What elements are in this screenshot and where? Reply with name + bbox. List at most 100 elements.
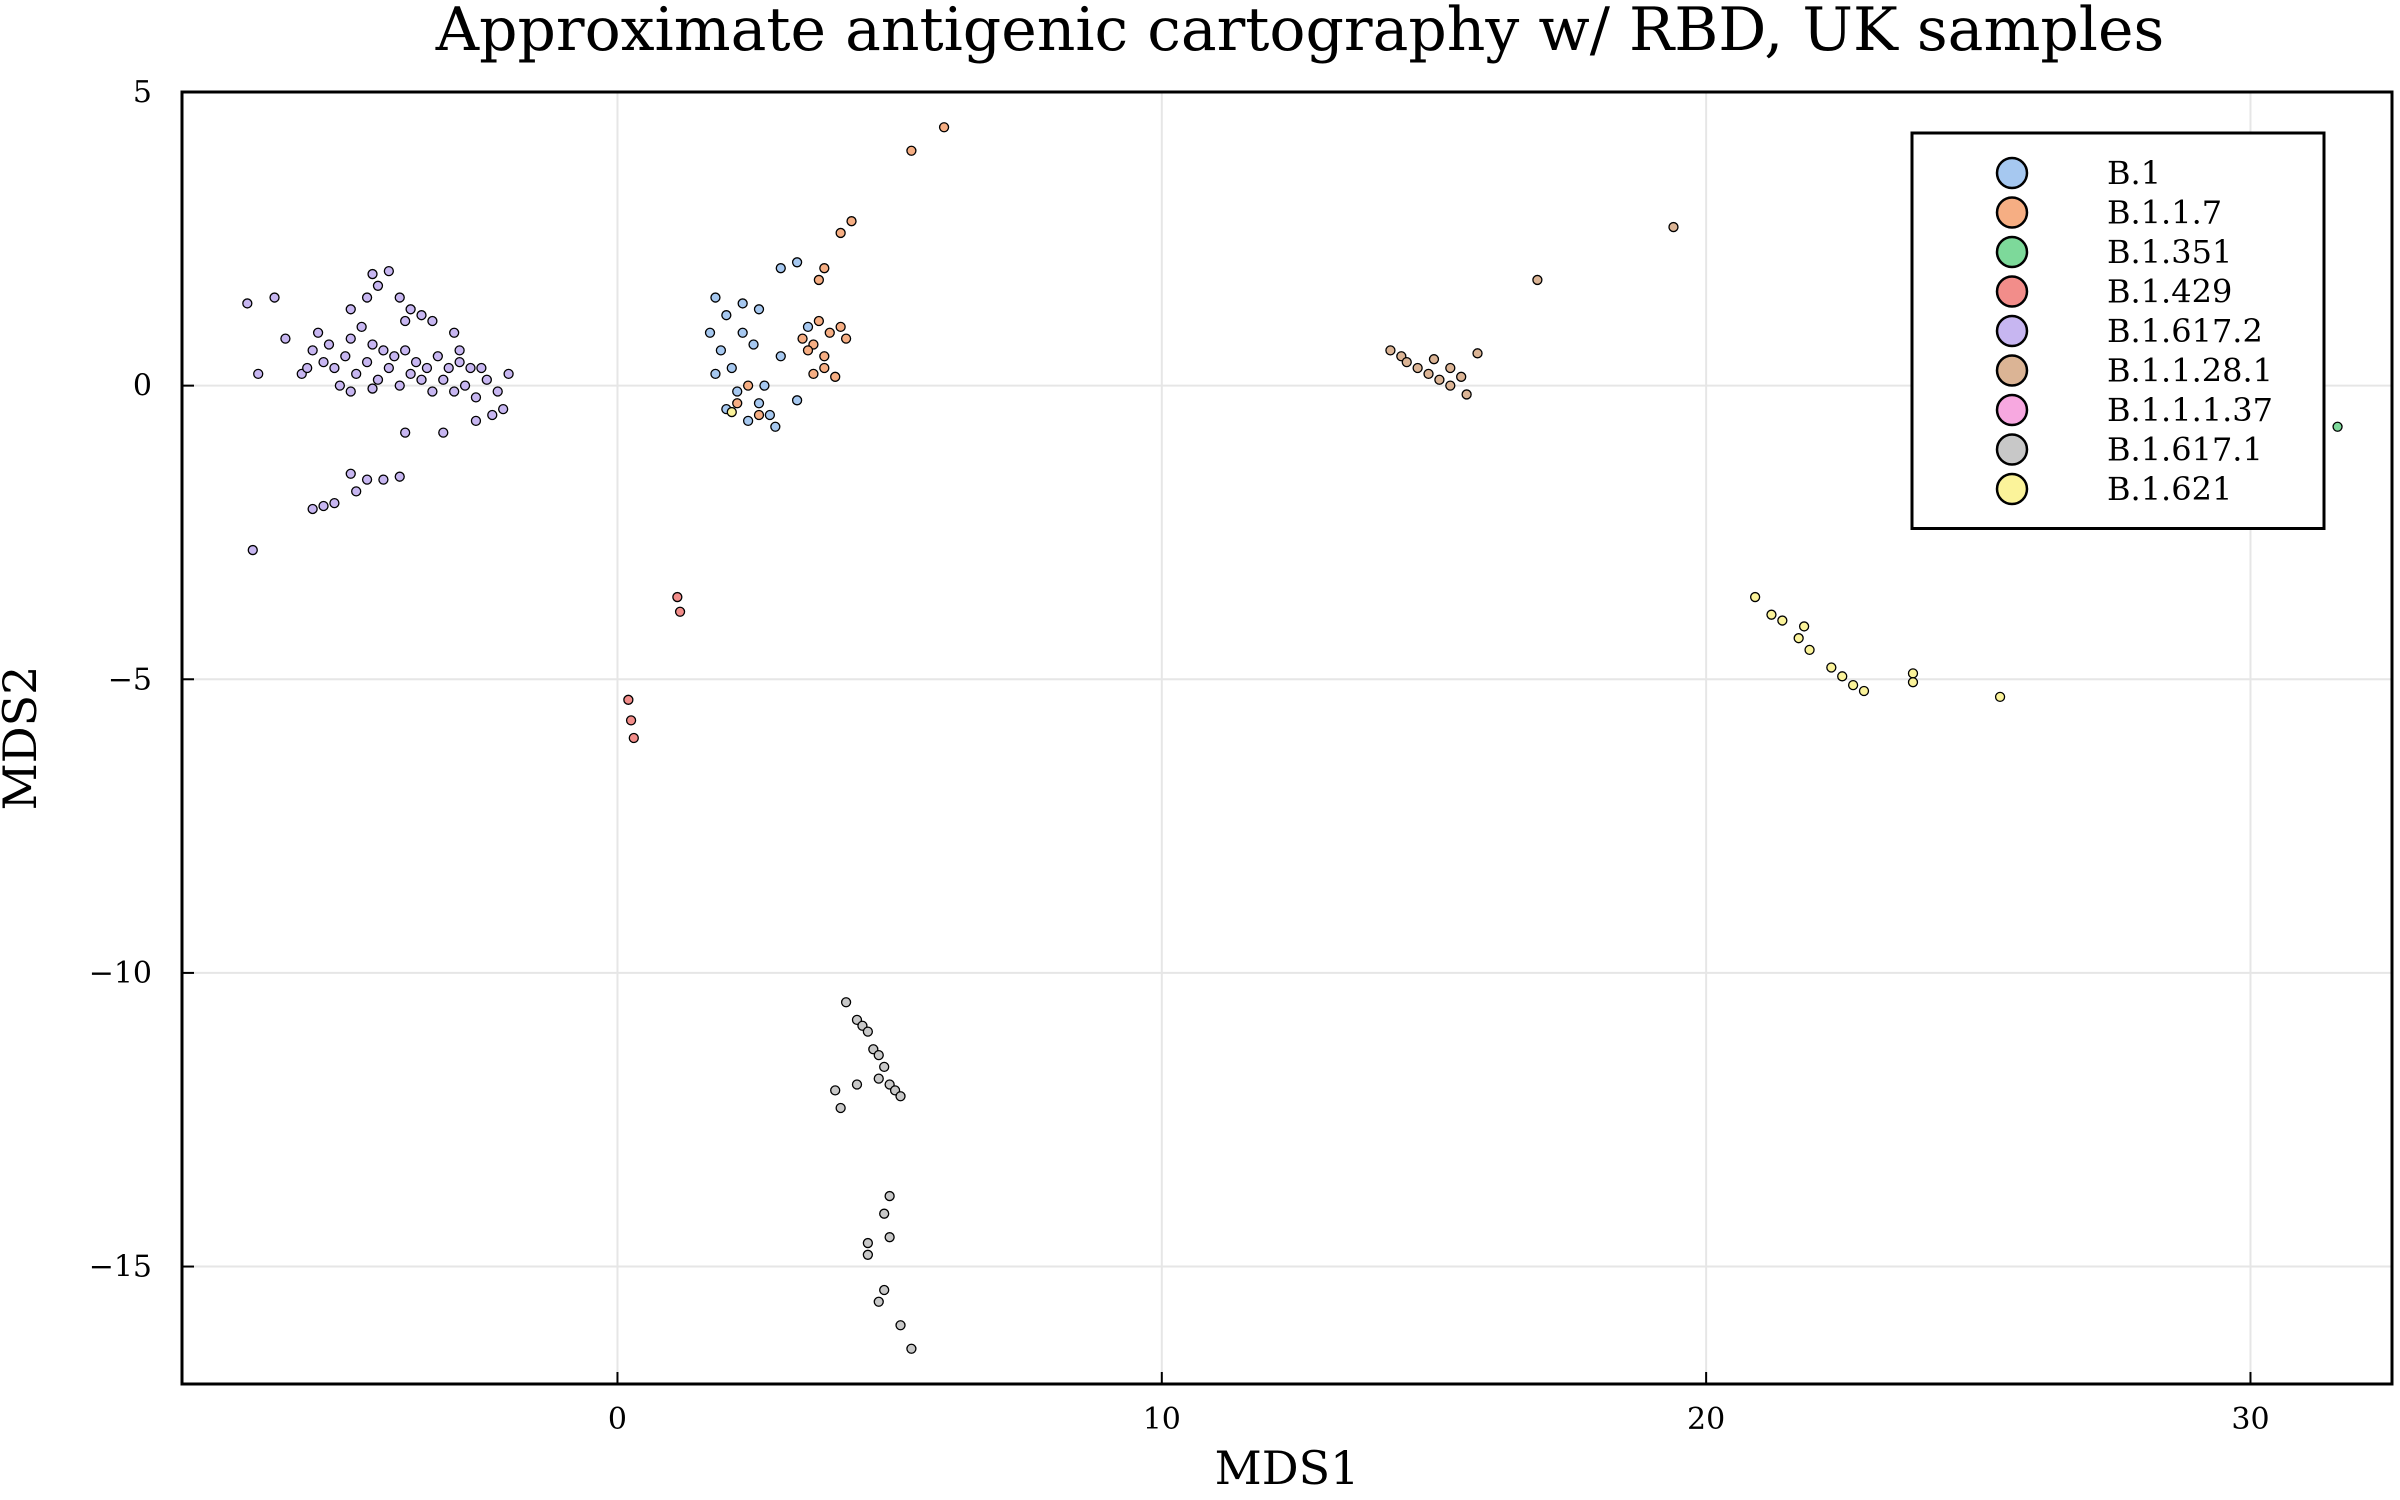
legend-label-b-1-1-28-1: B.1.1.28.1 bbox=[2107, 352, 2273, 390]
point-b-1-617-2 bbox=[487, 409, 498, 421]
point-b-1-1-7 bbox=[846, 216, 857, 227]
point-b-1-621 bbox=[1749, 591, 1761, 603]
point-b-1-617-1 bbox=[873, 1049, 884, 1061]
legend-marker-b-1-617-1 bbox=[1995, 433, 2029, 466]
point-b-1-617-2 bbox=[307, 503, 318, 515]
scatter-points bbox=[242, 122, 2343, 1354]
point-b-1-617-2 bbox=[492, 386, 503, 397]
point-b-1-617-2 bbox=[312, 327, 324, 338]
point-b-1-617-2 bbox=[280, 333, 291, 344]
point-b-1-1-28-1 bbox=[1461, 389, 1472, 400]
y-axis-title: MDS2 bbox=[0, 666, 47, 811]
point-b-1-617-2 bbox=[454, 345, 465, 356]
point-b-1-617-1 bbox=[895, 1091, 906, 1102]
point-b-1-617-2 bbox=[356, 321, 367, 333]
point-b-1 bbox=[737, 327, 748, 338]
legend-label-b-1-351: B.1.351 bbox=[2107, 233, 2232, 271]
point-b-1 bbox=[753, 398, 765, 409]
point-b-1-617-1 bbox=[851, 1079, 863, 1090]
point-b-1-617-2 bbox=[247, 544, 258, 556]
point-b-1-1-28-1 bbox=[1412, 362, 1423, 374]
point-b-1-617-2 bbox=[302, 362, 313, 374]
point-b-1-1-7 bbox=[819, 263, 830, 274]
point-b-1-617-2 bbox=[318, 356, 329, 368]
y-tick-label: 0 bbox=[133, 369, 152, 404]
point-b-1-617-2 bbox=[318, 500, 329, 512]
point-b-1-621 bbox=[1907, 668, 1919, 679]
point-b-1-617-1 bbox=[862, 1026, 874, 1037]
point-b-1-617-2 bbox=[416, 310, 427, 321]
point-b-1 bbox=[791, 257, 803, 268]
point-b-1-617-2 bbox=[242, 298, 253, 309]
point-b-1-617-1 bbox=[835, 1102, 846, 1114]
point-b-1-617-1 bbox=[895, 1320, 906, 1331]
point-b-1-1-7 bbox=[813, 274, 825, 286]
point-b-1-1-7 bbox=[797, 333, 808, 344]
point-b-1-617-2 bbox=[470, 392, 482, 403]
point-b-1-617-2 bbox=[378, 345, 389, 356]
point-b-1-617-2 bbox=[389, 351, 400, 362]
point-b-1-617-2 bbox=[345, 304, 356, 315]
legend-marker-b-1-1-1-37 bbox=[1995, 393, 2029, 427]
point-b-1-617-2 bbox=[383, 362, 394, 374]
point-b-1-617-2 bbox=[400, 315, 411, 327]
point-b-1-1-7 bbox=[813, 315, 825, 327]
legend-label-b-1-617-2: B.1.617.2 bbox=[2107, 312, 2263, 350]
legend-marker-b-1-1-7 bbox=[1995, 196, 2029, 229]
point-b-1-1-7 bbox=[802, 345, 814, 356]
point-b-1-617-1 bbox=[840, 997, 852, 1008]
point-b-1-1-28-1 bbox=[1445, 362, 1456, 374]
point-b-1-617-2 bbox=[383, 265, 394, 277]
point-b-1-621 bbox=[1837, 671, 1848, 682]
point-b-1-621 bbox=[1826, 662, 1837, 673]
point-b-1-617-2 bbox=[421, 362, 433, 374]
point-b-1-1-28-1 bbox=[1472, 348, 1483, 359]
point-b-1-429 bbox=[623, 694, 634, 705]
point-b-1-617-2 bbox=[378, 474, 389, 485]
point-b-1-1-7 bbox=[824, 327, 835, 338]
legend: B.1B.1.1.7B.1.351B.1.429B.1.617.2B.1.1.2… bbox=[1910, 131, 2326, 530]
point-b-1 bbox=[721, 310, 732, 321]
point-b-1-617-2 bbox=[345, 333, 356, 344]
x-tick-label: 20 bbox=[1687, 1402, 1725, 1437]
legend-label-b-1-1-1-37: B.1.1.1.37 bbox=[2107, 391, 2273, 429]
point-b-1 bbox=[759, 380, 770, 391]
point-b-1-617-2 bbox=[438, 427, 449, 438]
point-b-1-617-2 bbox=[427, 386, 438, 397]
x-tick-label: 10 bbox=[1143, 1402, 1181, 1437]
point-b-1-621 bbox=[1994, 691, 2006, 703]
point-b-1 bbox=[775, 263, 786, 274]
point-b-1-617-2 bbox=[307, 345, 318, 356]
axis-ticks: 0 10 20 30 5 0 −5 −10 −15 bbox=[89, 75, 2270, 1437]
point-b-1-621 bbox=[726, 406, 737, 418]
point-b-1 bbox=[737, 298, 748, 309]
x-tick-label: 0 bbox=[608, 1402, 627, 1437]
point-b-1-1-28-1 bbox=[1385, 345, 1396, 356]
point-b-1-621 bbox=[1858, 685, 1870, 697]
point-b-1 bbox=[802, 321, 814, 333]
point-b-1-617-2 bbox=[334, 380, 346, 391]
point-b-1-617-2 bbox=[367, 268, 378, 280]
point-b-1-617-1 bbox=[884, 1190, 895, 1202]
point-b-1-617-2 bbox=[361, 474, 373, 485]
point-b-1-1-7 bbox=[753, 409, 765, 421]
legend-marker-b-1-617-2 bbox=[1995, 314, 2029, 348]
point-b-1-617-1 bbox=[879, 1208, 890, 1219]
point-b-1-617-1 bbox=[873, 1073, 884, 1084]
point-b-1-621 bbox=[1847, 679, 1859, 691]
point-b-1-617-2 bbox=[394, 292, 405, 303]
point-b-1-429 bbox=[628, 732, 639, 744]
point-b-1-617-1 bbox=[862, 1237, 874, 1249]
point-b-1-617-2 bbox=[427, 315, 438, 327]
point-b-1-1-28-1 bbox=[1445, 380, 1456, 391]
point-b-1 bbox=[753, 304, 765, 315]
x-tick-label: 30 bbox=[2231, 1402, 2269, 1437]
point-b-1-617-2 bbox=[361, 356, 373, 368]
point-b-1-617-2 bbox=[465, 362, 476, 374]
point-b-1 bbox=[710, 368, 721, 380]
point-b-1-617-2 bbox=[345, 386, 356, 397]
point-b-1 bbox=[732, 386, 743, 397]
point-b-1-617-2 bbox=[432, 351, 443, 362]
point-b-1-617-1 bbox=[830, 1085, 841, 1096]
y-tick-label: −5 bbox=[108, 662, 152, 697]
